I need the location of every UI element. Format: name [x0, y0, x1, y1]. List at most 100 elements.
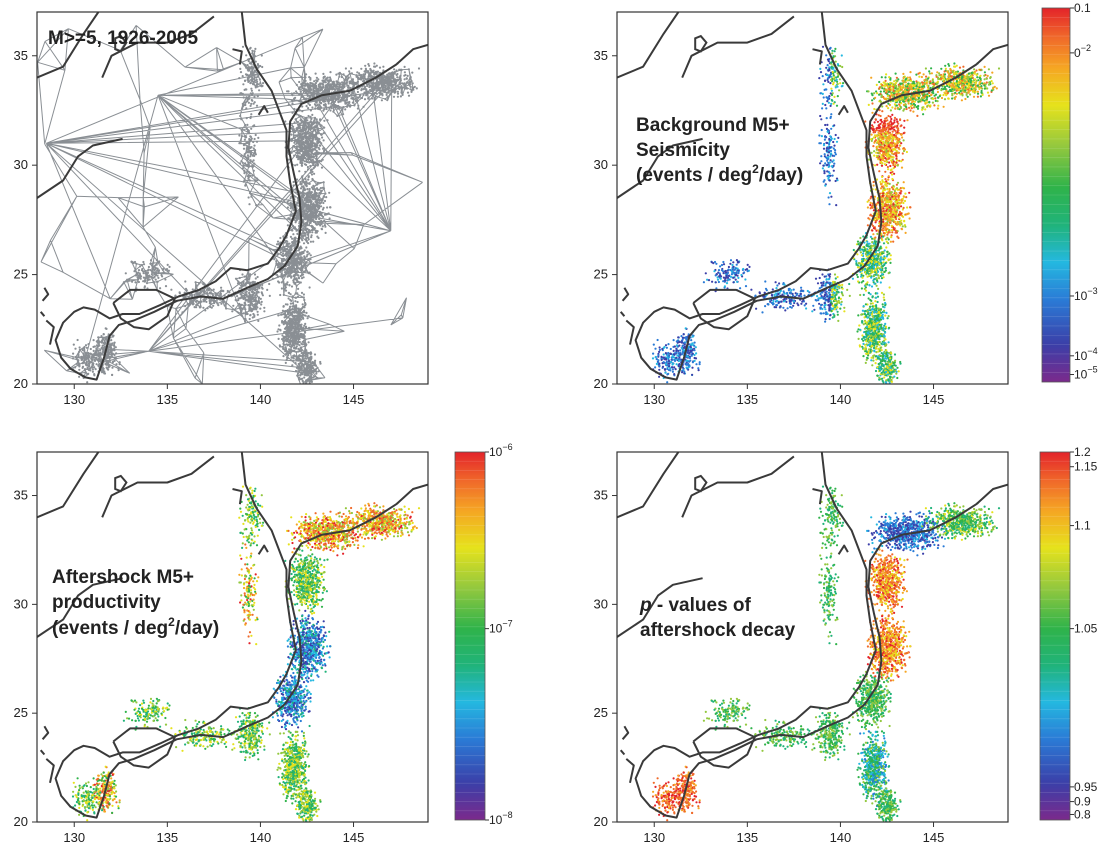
- mesh-node: [366, 70, 369, 73]
- mesh-node: [216, 302, 219, 305]
- mesh-node: [239, 114, 242, 118]
- mesh-node: [293, 134, 297, 137]
- mesh-node: [277, 337, 280, 340]
- mesh-node: [399, 74, 402, 77]
- mesh-node: [209, 291, 212, 294]
- mesh-node: [190, 294, 193, 297]
- mesh-node: [358, 95, 361, 98]
- mesh-node: [252, 164, 255, 167]
- mesh-node: [370, 69, 373, 72]
- mesh-node: [260, 54, 263, 57]
- mesh-node: [183, 291, 186, 294]
- mesh-node: [294, 346, 298, 349]
- mesh-node: [395, 73, 398, 77]
- mesh-node: [299, 99, 302, 102]
- mesh-node: [315, 230, 318, 233]
- mesh-node: [254, 151, 257, 154]
- mesh-node: [293, 263, 296, 267]
- mesh-node: [248, 305, 251, 309]
- mesh-node: [317, 137, 320, 140]
- mesh-node: [305, 240, 308, 243]
- mesh-node: [232, 304, 235, 307]
- mesh-node: [284, 361, 287, 364]
- mesh-node: [253, 50, 256, 53]
- mesh-node: [248, 143, 251, 146]
- mesh-node: [296, 324, 299, 327]
- mesh-node: [295, 148, 298, 151]
- mesh-node: [242, 144, 246, 147]
- mesh-node: [358, 72, 361, 75]
- mesh-node: [303, 97, 306, 100]
- mesh-node: [307, 168, 310, 171]
- mesh-node: [296, 279, 299, 282]
- mesh-node: [306, 94, 309, 97]
- mesh-node: [305, 127, 308, 130]
- mesh-node: [184, 305, 187, 308]
- mesh-node: [300, 360, 303, 363]
- mesh-node: [302, 227, 305, 230]
- mesh-node: [306, 366, 309, 369]
- mesh-node: [300, 271, 303, 274]
- mesh-node: [277, 243, 280, 246]
- mesh-node: [328, 85, 331, 88]
- mesh-node: [299, 187, 303, 190]
- mesh-node: [314, 188, 317, 191]
- mesh-node: [289, 272, 292, 275]
- mesh-node: [282, 305, 285, 308]
- mesh-node: [304, 170, 307, 173]
- mesh-node: [257, 136, 260, 139]
- mesh-node: [239, 303, 243, 307]
- mesh-node: [356, 96, 359, 99]
- mesh-node: [329, 71, 332, 74]
- mesh-node: [95, 363, 98, 366]
- mesh-node: [260, 303, 263, 306]
- mesh-node: [306, 197, 309, 200]
- mesh-node: [246, 58, 250, 61]
- mesh-node: [240, 155, 243, 158]
- mesh-node: [289, 320, 292, 323]
- mesh-node: [301, 379, 304, 382]
- mesh-node: [317, 151, 320, 154]
- mesh-node: [317, 78, 320, 81]
- mesh-node: [326, 119, 329, 122]
- mesh-node: [311, 197, 314, 200]
- mesh-node: [138, 272, 141, 275]
- mesh-node: [288, 307, 291, 310]
- mesh-node: [109, 343, 112, 346]
- mesh-node: [302, 192, 305, 195]
- mesh-node: [289, 197, 292, 200]
- mesh-node: [299, 268, 302, 271]
- mesh-node: [324, 103, 327, 106]
- mesh-node: [386, 86, 389, 89]
- mesh-node: [367, 63, 370, 66]
- mesh-node: [287, 291, 291, 295]
- mesh-node: [389, 81, 392, 84]
- mesh-node: [290, 308, 293, 311]
- mesh-node: [322, 187, 326, 190]
- mesh-node: [311, 152, 314, 155]
- mesh-node: [316, 376, 319, 380]
- mesh-node: [289, 328, 292, 331]
- mesh-node: [314, 215, 317, 219]
- mesh-node: [296, 92, 299, 95]
- mesh-node: [255, 300, 258, 303]
- mesh-node: [324, 88, 327, 91]
- mesh-node: [374, 95, 377, 98]
- mesh-node: [291, 111, 294, 114]
- mesh-node: [285, 358, 288, 361]
- mesh-node: [298, 87, 301, 90]
- mesh-node: [295, 83, 298, 86]
- mesh-node: [248, 179, 251, 182]
- mesh-node: [250, 301, 253, 304]
- mesh-node: [292, 242, 295, 245]
- event-point: [884, 76, 887, 79]
- mesh-node: [298, 93, 301, 96]
- mesh-node: [74, 355, 77, 359]
- mesh-node: [315, 93, 318, 96]
- mesh-node: [307, 97, 310, 100]
- mesh-node: [205, 300, 208, 303]
- mesh-node: [297, 319, 300, 322]
- mesh-node: [303, 81, 306, 84]
- mesh-node: [87, 359, 91, 363]
